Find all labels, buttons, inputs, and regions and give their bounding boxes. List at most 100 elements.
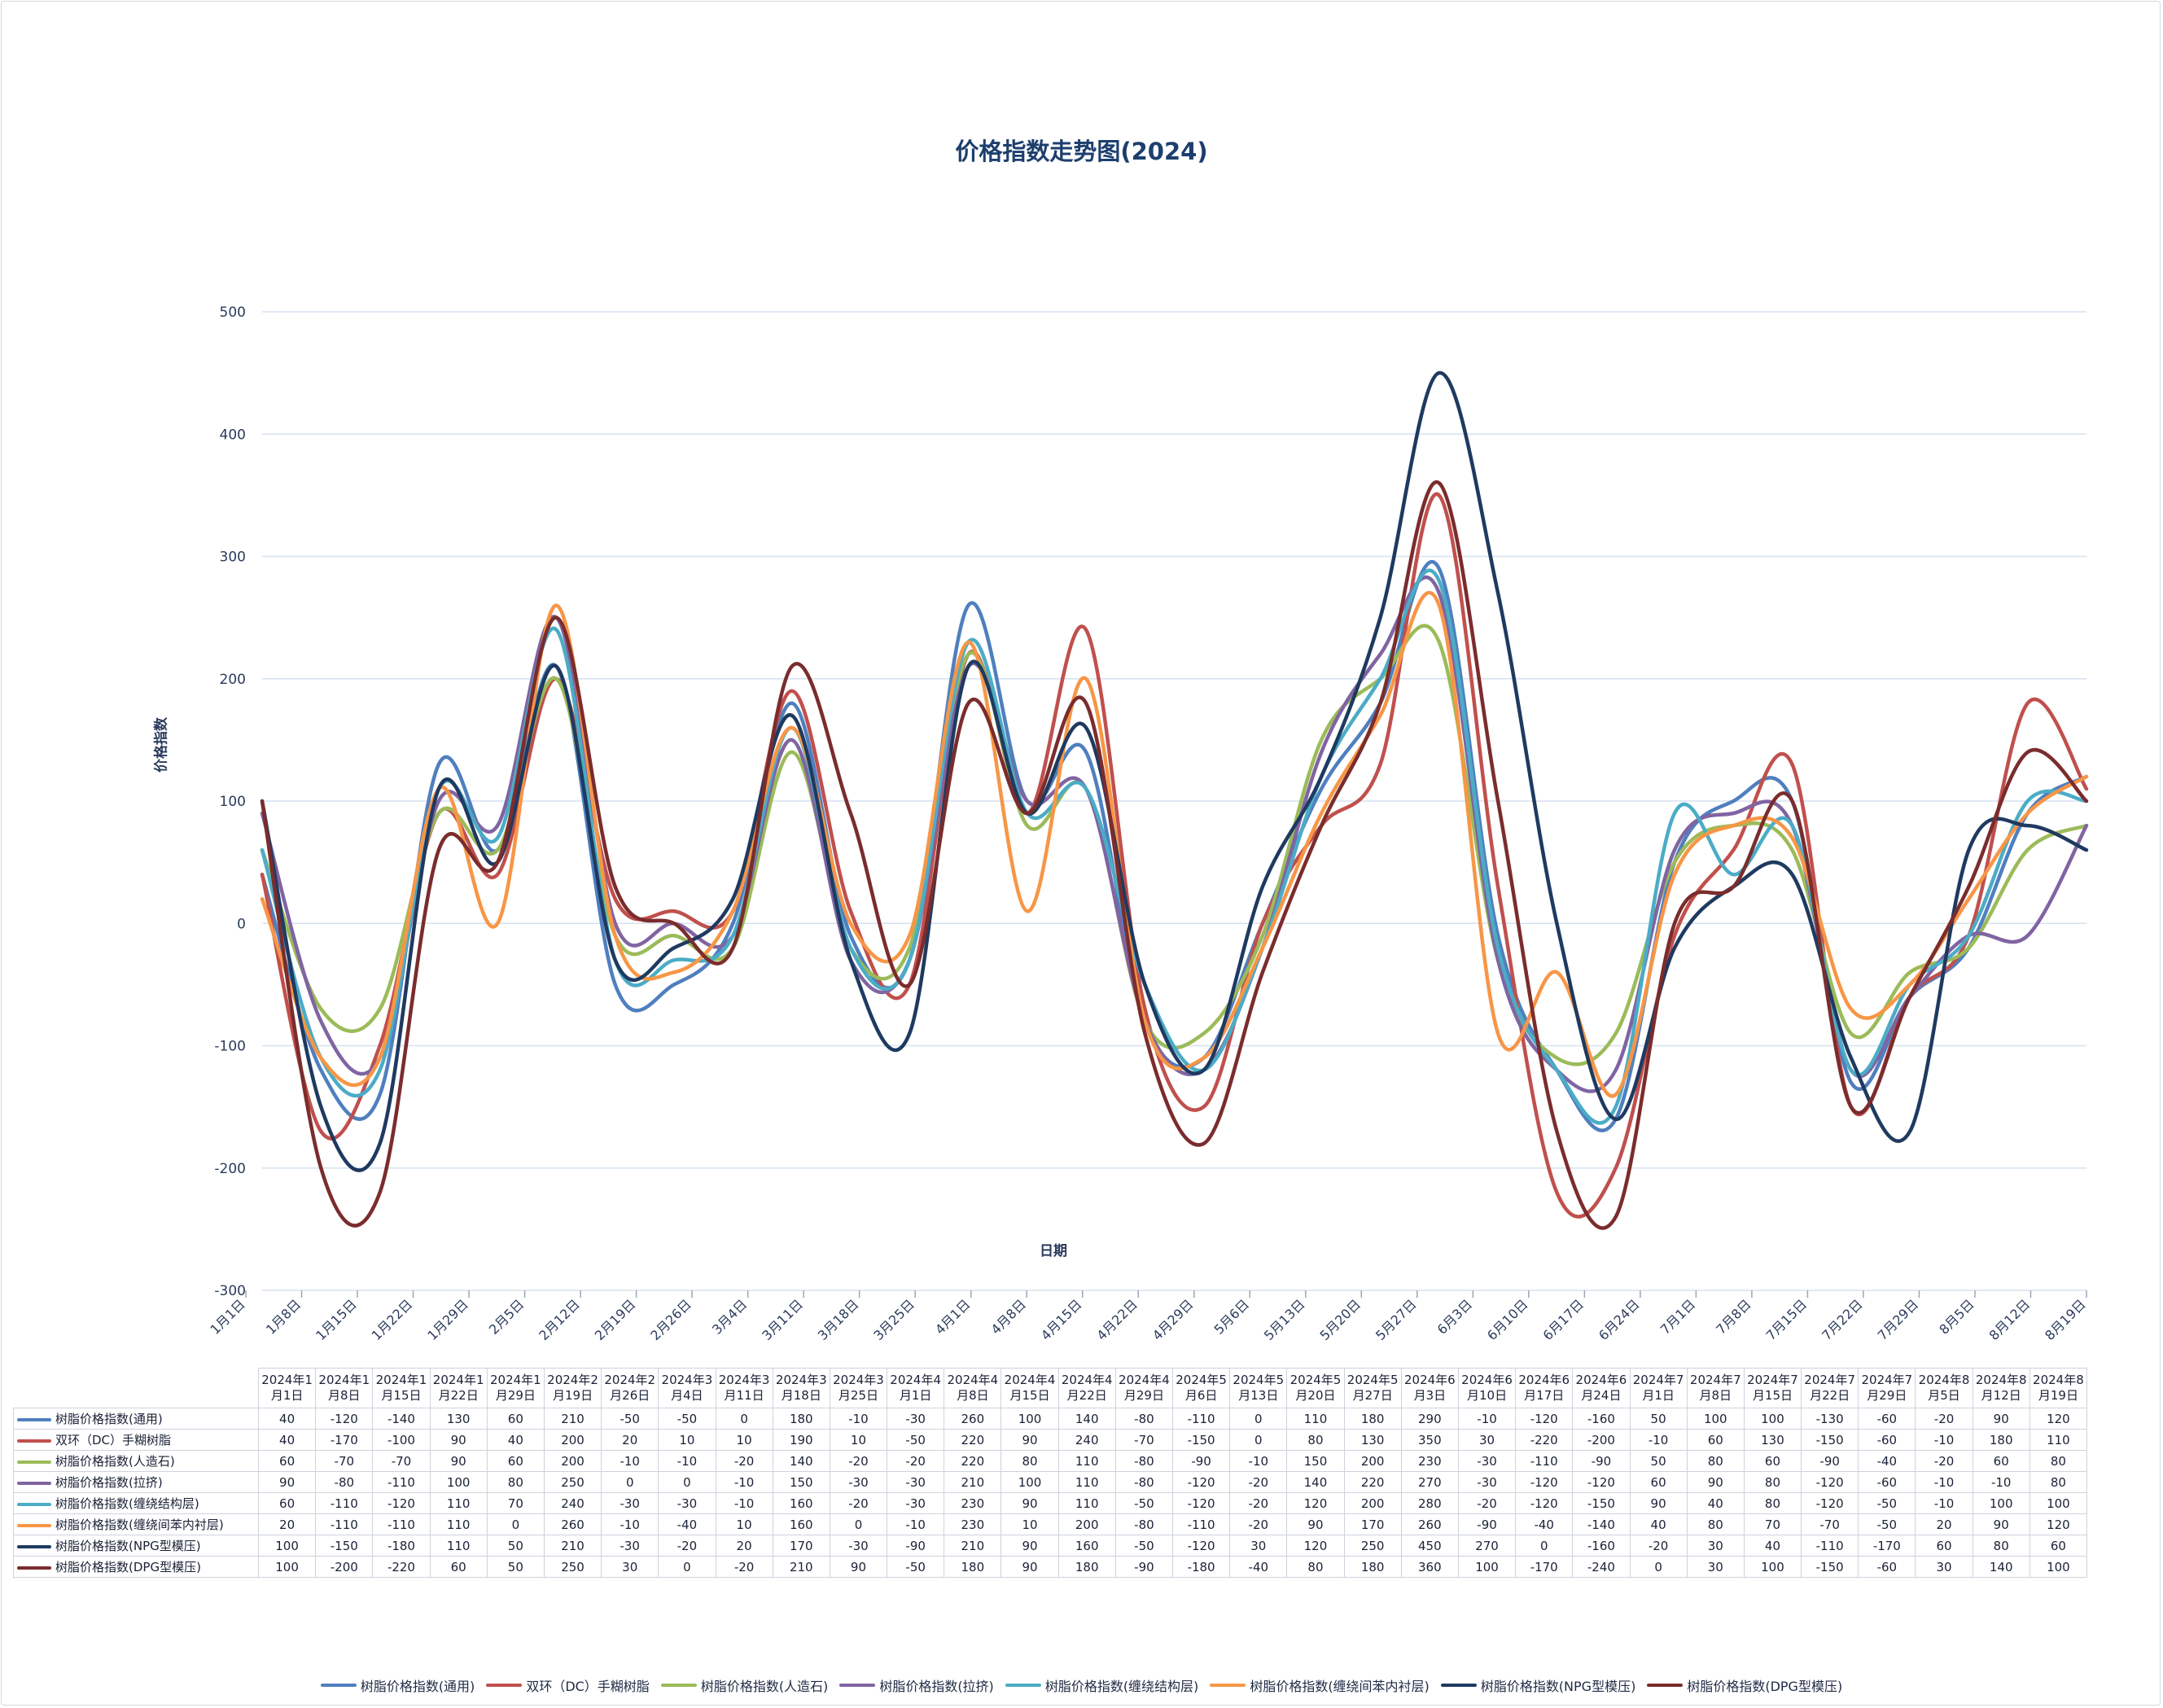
table-header-cell: 2024年7月22日 [1801, 1368, 1859, 1408]
x-tick-label: 1月1日 [207, 1296, 247, 1337]
x-tick-label: 1月8日 [263, 1296, 304, 1337]
table-cell: 90 [429, 1450, 488, 1472]
legend-item[interactable]: 树脂价格指数(拉挤) [839, 1675, 994, 1695]
x-tick-label: 5月6日 [1211, 1296, 1252, 1337]
table-cell: 180 [1972, 1429, 2030, 1451]
table-cell: -30 [887, 1408, 945, 1430]
table-cell: -10 [715, 1492, 773, 1514]
table-cell: 270 [1400, 1471, 1459, 1493]
table-header-cell: 2024年3月25日 [829, 1368, 888, 1408]
table-cell: -80 [1114, 1450, 1174, 1472]
table-cell: 100 [257, 1535, 317, 1557]
y-tick-label: -200 [214, 1161, 246, 1177]
table-header-cell: 2024年5月27日 [1343, 1368, 1402, 1408]
x-tick-label: 4月8日 [988, 1296, 1029, 1337]
series-swatch [17, 1544, 51, 1548]
table-cell: -110 [315, 1492, 374, 1514]
table-cell: -50 [1114, 1492, 1174, 1514]
table-header-cell: 2024年1月29日 [486, 1368, 545, 1408]
table-cell: -20 [829, 1492, 888, 1514]
table-cell: 100 [1000, 1408, 1059, 1430]
table-cell: 0 [658, 1471, 716, 1493]
series-name: 树脂价格指数(通用) [55, 1412, 163, 1426]
table-cell: 10 [715, 1429, 773, 1451]
table-row-label: 树脂价格指数(NPG型模压) [13, 1535, 259, 1557]
legend-item[interactable]: 树脂价格指数(DPG型模压) [1647, 1675, 1842, 1695]
legend-swatch [1440, 1684, 1477, 1687]
table-cell: 160 [772, 1513, 830, 1535]
table-cell: 70 [486, 1492, 545, 1514]
table-cell: 80 [2029, 1471, 2088, 1493]
legend-item[interactable]: 树脂价格指数(人造石) [660, 1675, 828, 1695]
table-cell: 80 [1743, 1471, 1802, 1493]
data-table: 2024年1月1日 2024年1月8日 2024年1月15日 2024年1月22日 20… [13, 1368, 2088, 1578]
table-cell: -160 [1572, 1408, 1631, 1430]
legend-label: 树脂价格指数(缠绕结构层) [1044, 1679, 1199, 1694]
table-header-cell: 2024年7月1日 [1629, 1368, 1688, 1408]
table-cell: 180 [772, 1408, 830, 1430]
table-cell: -120 [1572, 1471, 1631, 1493]
table-cell: -70 [1801, 1513, 1859, 1535]
table-cell: 110 [1286, 1408, 1345, 1430]
table-cell: 100 [1686, 1408, 1745, 1430]
table-header-cell: 2024年8月19日 [2029, 1368, 2088, 1408]
table-cell: -10 [1457, 1408, 1517, 1430]
legend-item[interactable]: 双环（DC）手糊树脂 [486, 1675, 650, 1695]
table-cell: 240 [543, 1492, 602, 1514]
table-cell: 80 [486, 1471, 545, 1493]
table-cell: -40 [1515, 1513, 1574, 1535]
x-tick-label: 6月17日 [1540, 1296, 1587, 1343]
table-cell: -200 [1572, 1429, 1631, 1451]
table-cell: -60 [1858, 1408, 1916, 1430]
table-cell: -160 [1572, 1535, 1631, 1557]
x-tick-label: 6月3日 [1434, 1296, 1475, 1337]
legend-item[interactable]: 树脂价格指数(NPG型模压) [1440, 1675, 1635, 1695]
table-cell: -30 [829, 1535, 888, 1557]
table-header-cell: 2024年7月15日 [1743, 1368, 1802, 1408]
table-cell: -20 [1915, 1408, 1973, 1430]
table-header-cell: 2024年6月3日 [1400, 1368, 1459, 1408]
table-cell: -30 [887, 1492, 945, 1514]
table-cell: -140 [372, 1408, 431, 1430]
table-cell: 100 [429, 1471, 488, 1493]
table-cell: -90 [1171, 1450, 1231, 1472]
table-cell: 250 [543, 1556, 602, 1578]
table-cell: 60 [1629, 1471, 1688, 1493]
table-cell: 90 [829, 1556, 888, 1578]
legend-item[interactable]: 树脂价格指数(缠绕间苯内衬层) [1210, 1675, 1430, 1695]
series-swatch [17, 1481, 51, 1485]
table-cell: 0 [829, 1513, 888, 1535]
table-header-cell: 2024年1月8日 [315, 1368, 374, 1408]
table-cell: 20 [715, 1535, 773, 1557]
table-header-cell: 2024年5月13日 [1229, 1368, 1288, 1408]
table-cell: -220 [1515, 1429, 1574, 1451]
table-header-cell: 2024年6月10日 [1457, 1368, 1517, 1408]
table-header-cell: 2024年2月19日 [543, 1368, 602, 1408]
table-cell: -10 [1915, 1492, 1973, 1514]
table-header-cell: 2024年4月29日 [1114, 1368, 1174, 1408]
table-header-cell: 2024年8月5日 [1915, 1368, 1973, 1408]
table-cell: -180 [372, 1535, 431, 1557]
table-cell: 180 [1343, 1556, 1402, 1578]
legend-item[interactable]: 树脂价格指数(通用) [320, 1675, 475, 1695]
table-cell: -20 [1457, 1492, 1517, 1514]
table-cell: 180 [944, 1556, 1002, 1578]
x-tick-label: 7月1日 [1657, 1296, 1698, 1337]
table-header-cell: 2024年4月22日 [1057, 1368, 1116, 1408]
table-cell: -50 [887, 1429, 945, 1451]
table-cell: 20 [1915, 1513, 1973, 1535]
table-cell: -60 [1858, 1556, 1916, 1578]
table-cell: -40 [1858, 1450, 1916, 1472]
table-row-label: 树脂价格指数(DPG型模压) [13, 1556, 259, 1578]
table-cell: 120 [1286, 1535, 1345, 1557]
table-cell: -120 [372, 1492, 431, 1514]
legend-label: 树脂价格指数(缠绕间苯内衬层) [1250, 1679, 1430, 1694]
table-cell: 70 [1743, 1513, 1802, 1535]
legend-item[interactable]: 树脂价格指数(缠绕结构层) [1005, 1675, 1199, 1695]
table-cell: -120 [1171, 1492, 1231, 1514]
table-cell: 250 [543, 1471, 602, 1493]
table-cell: 260 [944, 1408, 1002, 1430]
table-cell: 90 [1629, 1492, 1688, 1514]
table-cell: -110 [315, 1513, 374, 1535]
